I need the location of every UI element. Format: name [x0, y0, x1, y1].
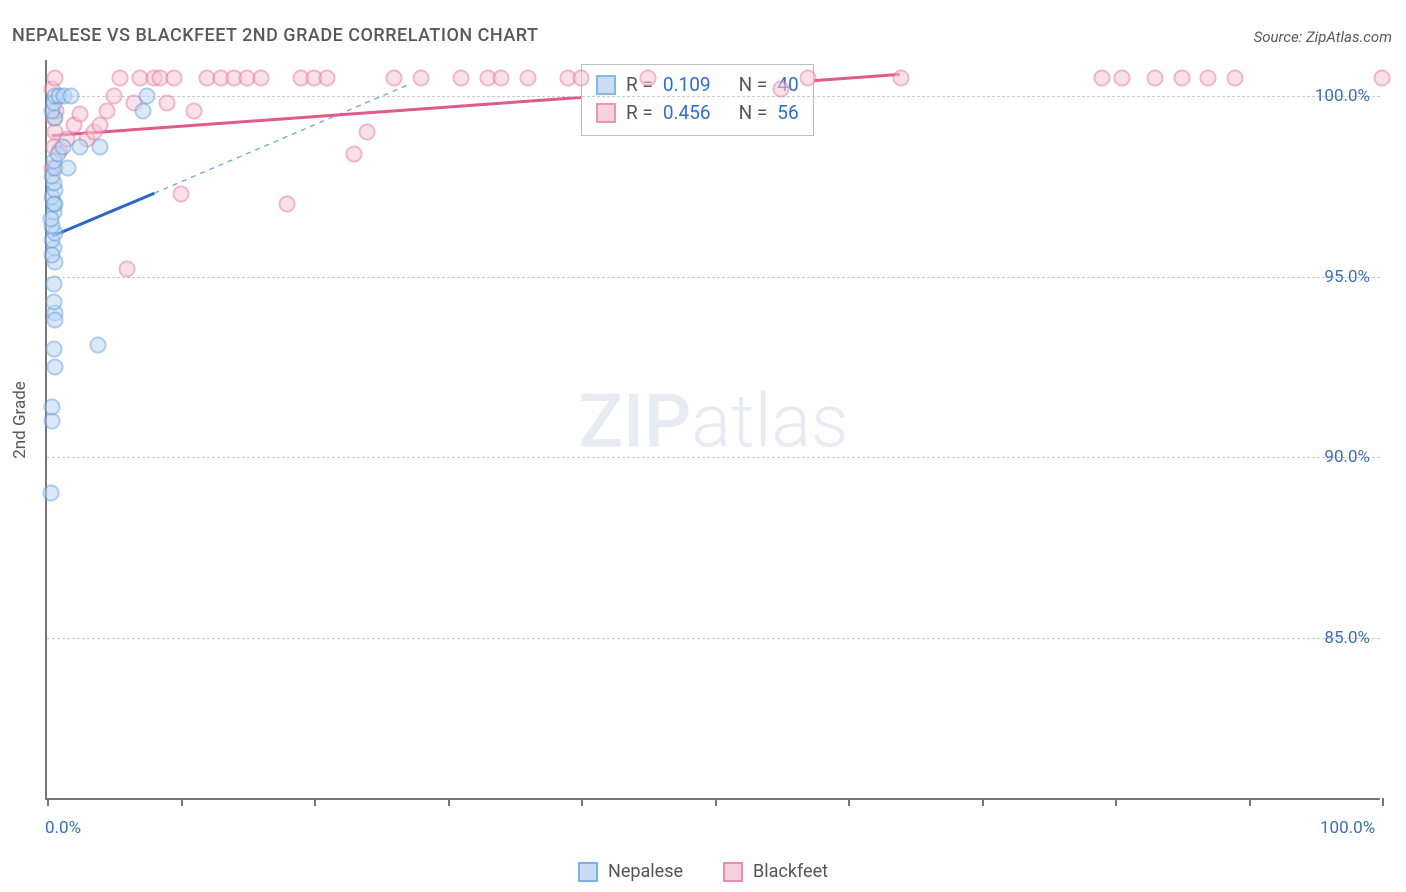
scatter-point: [1147, 70, 1164, 87]
scatter-point: [159, 95, 176, 112]
scatter-point: [45, 275, 62, 292]
scatter-point: [519, 70, 536, 87]
scatter-point: [139, 88, 156, 105]
legend-swatch: [596, 103, 616, 123]
scatter-point: [89, 337, 106, 354]
y-tick-label: 85.0%: [1324, 628, 1370, 648]
scatter-point: [63, 88, 80, 105]
chart-title: NEPALESE VS BLACKFEET 2ND GRADE CORRELAT…: [12, 25, 538, 46]
scatter-point: [386, 70, 403, 87]
scatter-point: [573, 70, 590, 87]
scatter-point: [279, 196, 296, 213]
scatter-point: [185, 102, 202, 119]
scatter-point: [1113, 70, 1130, 87]
scatter-point: [492, 70, 509, 87]
gridline: [47, 457, 1380, 458]
x-tick: [181, 798, 183, 806]
scatter-point: [47, 358, 64, 375]
y-axis-title: 2nd Grade: [10, 381, 30, 459]
stats-row: R =0.109N =40: [596, 71, 799, 99]
scatter-point: [43, 210, 60, 227]
scatter-point: [172, 185, 189, 202]
bottom-legend: Nepalese Blackfeet: [578, 861, 828, 882]
r-label: R =: [626, 99, 653, 127]
scatter-point: [45, 340, 62, 357]
y-tick-label: 100.0%: [1315, 86, 1370, 106]
scatter-point: [799, 70, 816, 87]
x-tick: [715, 798, 717, 806]
scatter-point: [1227, 70, 1244, 87]
legend-item: Blackfeet: [723, 861, 828, 882]
n-label: N =: [739, 99, 768, 127]
n-label: N =: [739, 71, 768, 99]
legend-swatch: [578, 862, 598, 882]
scatter-point: [55, 138, 72, 155]
watermark-atlas: atlas: [691, 378, 848, 465]
scatter-point: [1093, 70, 1110, 87]
scatter-point: [135, 102, 152, 119]
scatter-point: [412, 70, 429, 87]
n-value: 56: [777, 99, 798, 127]
scatter-point: [346, 145, 363, 162]
scatter-point: [359, 124, 376, 141]
x-tick: [581, 798, 583, 806]
x-tick: [448, 798, 450, 806]
legend-swatch: [723, 862, 743, 882]
x-tick: [1115, 798, 1117, 806]
stats-legend-box: R =0.109N =40R =0.456N =56: [581, 64, 814, 136]
x-tick: [47, 798, 49, 806]
scatter-point: [165, 70, 182, 87]
trend-lines: [47, 60, 1380, 798]
scatter-point: [72, 106, 89, 123]
legend-label: Nepalese: [608, 861, 683, 882]
scatter-point: [119, 261, 136, 278]
scatter-point: [47, 70, 64, 87]
scatter-point: [72, 138, 89, 155]
x-tick: [982, 798, 984, 806]
scatter-point: [112, 70, 129, 87]
stats-row: R = 0.456 N = 56: [596, 99, 799, 127]
y-tick-label: 95.0%: [1324, 267, 1370, 287]
scatter-point: [45, 293, 62, 310]
r-value: 0.456: [663, 99, 711, 127]
scatter-point: [1200, 70, 1217, 87]
gridline: [47, 638, 1380, 639]
scatter-point: [639, 70, 656, 87]
scatter-point: [60, 160, 77, 177]
scatter-point: [319, 70, 336, 87]
scatter-point: [773, 80, 790, 97]
plot-area: ZIPatlas R =0.109N =40R =0.456N =56 85.0…: [45, 60, 1380, 800]
scatter-point: [47, 311, 64, 328]
x-tick: [848, 798, 850, 806]
r-value: 0.109: [663, 71, 711, 99]
y-tick-label: 90.0%: [1324, 447, 1370, 467]
scatter-point: [43, 485, 60, 502]
scatter-point: [893, 70, 910, 87]
scatter-point: [1173, 70, 1190, 87]
scatter-point: [105, 88, 122, 105]
gridline: [47, 96, 1380, 97]
scatter-point: [44, 398, 61, 415]
watermark-zip: ZIP: [578, 378, 691, 465]
scatter-point: [452, 70, 469, 87]
source-label: Source: ZipAtlas.com: [1254, 28, 1392, 46]
x-tick-label: 0.0%: [45, 818, 81, 838]
scatter-point: [44, 246, 61, 263]
legend-label: Blackfeet: [753, 861, 828, 882]
x-tick: [314, 798, 316, 806]
x-tick-label: 100.0%: [1320, 818, 1375, 838]
legend-swatch: [596, 75, 616, 95]
scatter-point: [1374, 70, 1391, 87]
scatter-point: [92, 138, 109, 155]
scatter-point: [252, 70, 269, 87]
gridline: [47, 277, 1380, 278]
legend-item: Nepalese: [578, 861, 683, 882]
watermark: ZIPatlas: [578, 378, 848, 465]
x-tick: [1249, 798, 1251, 806]
x-tick: [1382, 798, 1384, 806]
